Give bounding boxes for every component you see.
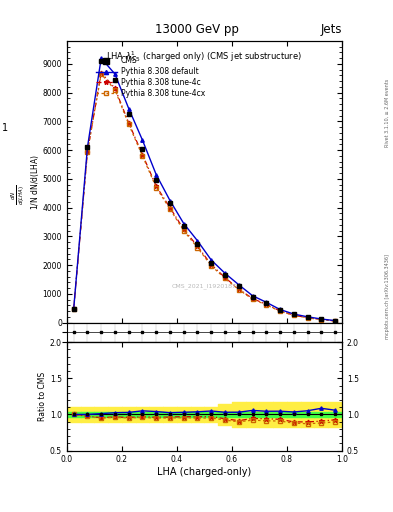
X-axis label: LHA (charged-only): LHA (charged-only) — [157, 467, 252, 477]
Y-axis label: $\mathrm{1/N\ dN/d(LHA)}$: $\mathrm{1/N\ dN/d(LHA)}$ — [29, 154, 41, 210]
Text: CMS_2021_I1920187: CMS_2021_I1920187 — [172, 283, 237, 289]
Text: mcplots.cern.ch [arXiv:1306.3436]: mcplots.cern.ch [arXiv:1306.3436] — [385, 254, 390, 339]
Text: 1: 1 — [2, 123, 8, 133]
Text: LHA $\lambda^{1}_{0.5}$ (charged only) (CMS jet substructure): LHA $\lambda^{1}_{0.5}$ (charged only) (… — [107, 50, 302, 65]
Text: 13000 GeV pp: 13000 GeV pp — [154, 23, 239, 36]
Y-axis label: Ratio to CMS: Ratio to CMS — [38, 372, 47, 421]
Legend: CMS, Pythia 8.308 default, Pythia 8.308 tune-4c, Pythia 8.308 tune-4cx: CMS, Pythia 8.308 default, Pythia 8.308 … — [93, 53, 208, 101]
Text: Rivet 3.1.10, ≥ 2.6M events: Rivet 3.1.10, ≥ 2.6M events — [385, 78, 390, 147]
Text: $\frac{dN}{d(LHA)}$: $\frac{dN}{d(LHA)}$ — [10, 184, 27, 205]
Text: Jets: Jets — [320, 23, 342, 36]
